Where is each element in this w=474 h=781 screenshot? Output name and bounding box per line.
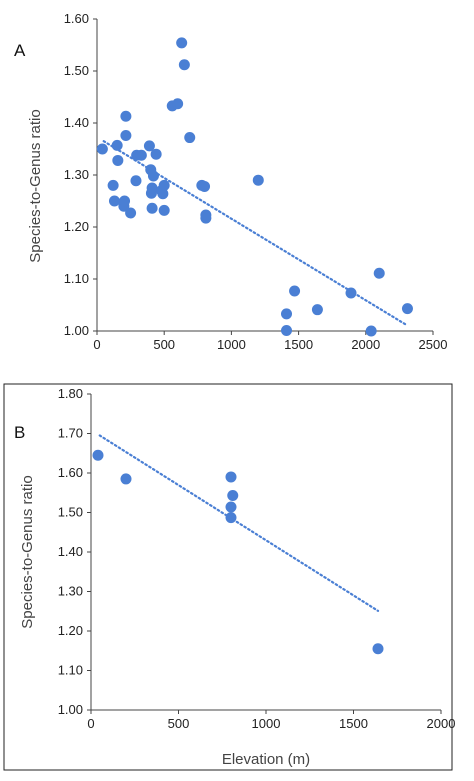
panel-b-y-axis-label: Species-to-Genus ratio (19, 475, 36, 628)
panel-b-y-tick-label: 1.60 (58, 465, 83, 480)
panel-b-data-point (225, 501, 237, 513)
panel-b-x-axis-label: Elevation (m) (222, 751, 310, 768)
panel-b-label: B (14, 423, 25, 442)
panel-a-data-point (401, 303, 413, 315)
panel-a-data-point (119, 195, 131, 207)
panel-a-y-axis-label: Species-to-Genus ratio (27, 109, 44, 262)
panel-a-data-point (252, 174, 264, 186)
panel-a-y-tick-label: 1.40 (64, 115, 89, 130)
panel-a-x-tick-label: 1500 (284, 337, 313, 352)
panel-a-data-point (150, 148, 162, 160)
panel-b-data-point (225, 471, 237, 483)
panel-b-y-tick-labels: 1.00 1.10 1.20 1.30 1.40 1.50 1.60 1.70 1.80 (58, 386, 91, 717)
panel-a-x-tick-label: 500 (153, 337, 175, 352)
panel-a-data-point (199, 180, 211, 192)
panel-a-data-point (289, 285, 301, 297)
panel-b-data-point (227, 490, 239, 502)
panel-a-y-tick-label: 1.30 (64, 167, 89, 182)
panel-a-x-tick-label: 1000 (217, 337, 246, 352)
panel-a-data-point (111, 139, 123, 151)
panel-b-y-tick-label: 1.80 (58, 386, 83, 401)
panel-a-data-point (146, 202, 158, 214)
panel-a-x-tick-label: 0 (93, 337, 100, 352)
panel-b-x-tick-labels: 0 500 1000 1500 2000 (87, 710, 455, 731)
panel-a-data-point (281, 308, 293, 320)
panel-a-data-point (184, 132, 196, 144)
panel-a-data-point (373, 267, 385, 279)
panel-b-y-tick-label: 1.40 (58, 544, 83, 559)
panel-a-data-point (146, 182, 158, 194)
panel-a: A Species-to-Genus ratio 0 500 1000 1500 200… (14, 11, 447, 352)
panel-b: B Species-to-Genus ratio Elevation (m) 0… (3, 383, 455, 771)
panel-b-x-tick-label: 500 (168, 716, 190, 731)
panel-a-data-point (200, 209, 212, 221)
panel-b-data-point (120, 473, 132, 485)
panel-b-data-point (372, 643, 384, 655)
panel-b-axes (90, 394, 441, 711)
panel-b-frame (3, 383, 453, 771)
panel-b-y-tick-label: 1.00 (58, 702, 83, 717)
panel-a-axes (96, 19, 433, 332)
panel-b-y-tick-label: 1.20 (58, 623, 83, 638)
panel-a-data-point (281, 324, 293, 336)
panel-a-label: A (14, 41, 26, 60)
panel-a-data-point (158, 204, 170, 216)
panel-a-data-point (157, 188, 169, 200)
panel-a-data-point (96, 143, 108, 155)
panel-a-x-tick-label: 2500 (419, 337, 448, 352)
panel-a-y-tick-label: 1.00 (64, 323, 89, 338)
panel-a-y-tick-label: 1.60 (64, 11, 89, 26)
panel-a-data-point (143, 140, 155, 152)
panel-a-data-point (120, 129, 132, 141)
panel-a-data-point (112, 154, 124, 166)
panel-a-data-point (125, 207, 137, 219)
panel-a-data-point (172, 98, 184, 110)
panel-a-data-point (365, 325, 377, 337)
panel-b-trendline-group (98, 434, 380, 612)
panel-b-points (92, 449, 384, 655)
panel-a-data-point (108, 195, 120, 207)
panel-b-data-point (225, 512, 237, 524)
panel-b-trendline (98, 434, 380, 612)
panel-b-y-tick-label: 1.70 (58, 426, 83, 441)
panel-a-x-tick-labels: 0 500 1000 1500 2000 2500 (93, 331, 447, 352)
panel-b-data-point (92, 449, 104, 461)
panel-b-x-tick-label: 0 (87, 716, 94, 731)
panel-a-data-point (107, 179, 119, 191)
panel-a-y-tick-label: 1.20 (64, 219, 89, 234)
panel-a-points (96, 37, 413, 337)
panel-a-data-point (158, 179, 170, 191)
panel-a-x-tick-label: 2000 (351, 337, 380, 352)
panel-a-data-point (178, 59, 190, 71)
panel-b-x-tick-label: 1500 (339, 716, 368, 731)
panel-b-x-tick-label: 2000 (427, 716, 456, 731)
panel-a-y-tick-label: 1.10 (64, 271, 89, 286)
panel-a-y-tick-labels: 1.00 1.10 1.20 1.30 1.40 1.50 1.60 (64, 11, 97, 338)
panel-b-y-tick-label: 1.10 (58, 663, 83, 678)
panel-a-data-point (176, 37, 188, 49)
panel-b-y-tick-label: 1.50 (58, 505, 83, 520)
panel-a-data-point (130, 175, 142, 187)
panel-a-data-point (147, 170, 159, 182)
panel-b-x-tick-label: 1000 (252, 716, 281, 731)
panel-a-data-point (135, 149, 147, 161)
panel-a-data-point (311, 304, 323, 316)
panel-a-data-point (345, 287, 357, 299)
panel-a-y-tick-label: 1.50 (64, 63, 89, 78)
panel-a-data-point (120, 110, 132, 122)
panel-b-y-tick-label: 1.30 (58, 584, 83, 599)
